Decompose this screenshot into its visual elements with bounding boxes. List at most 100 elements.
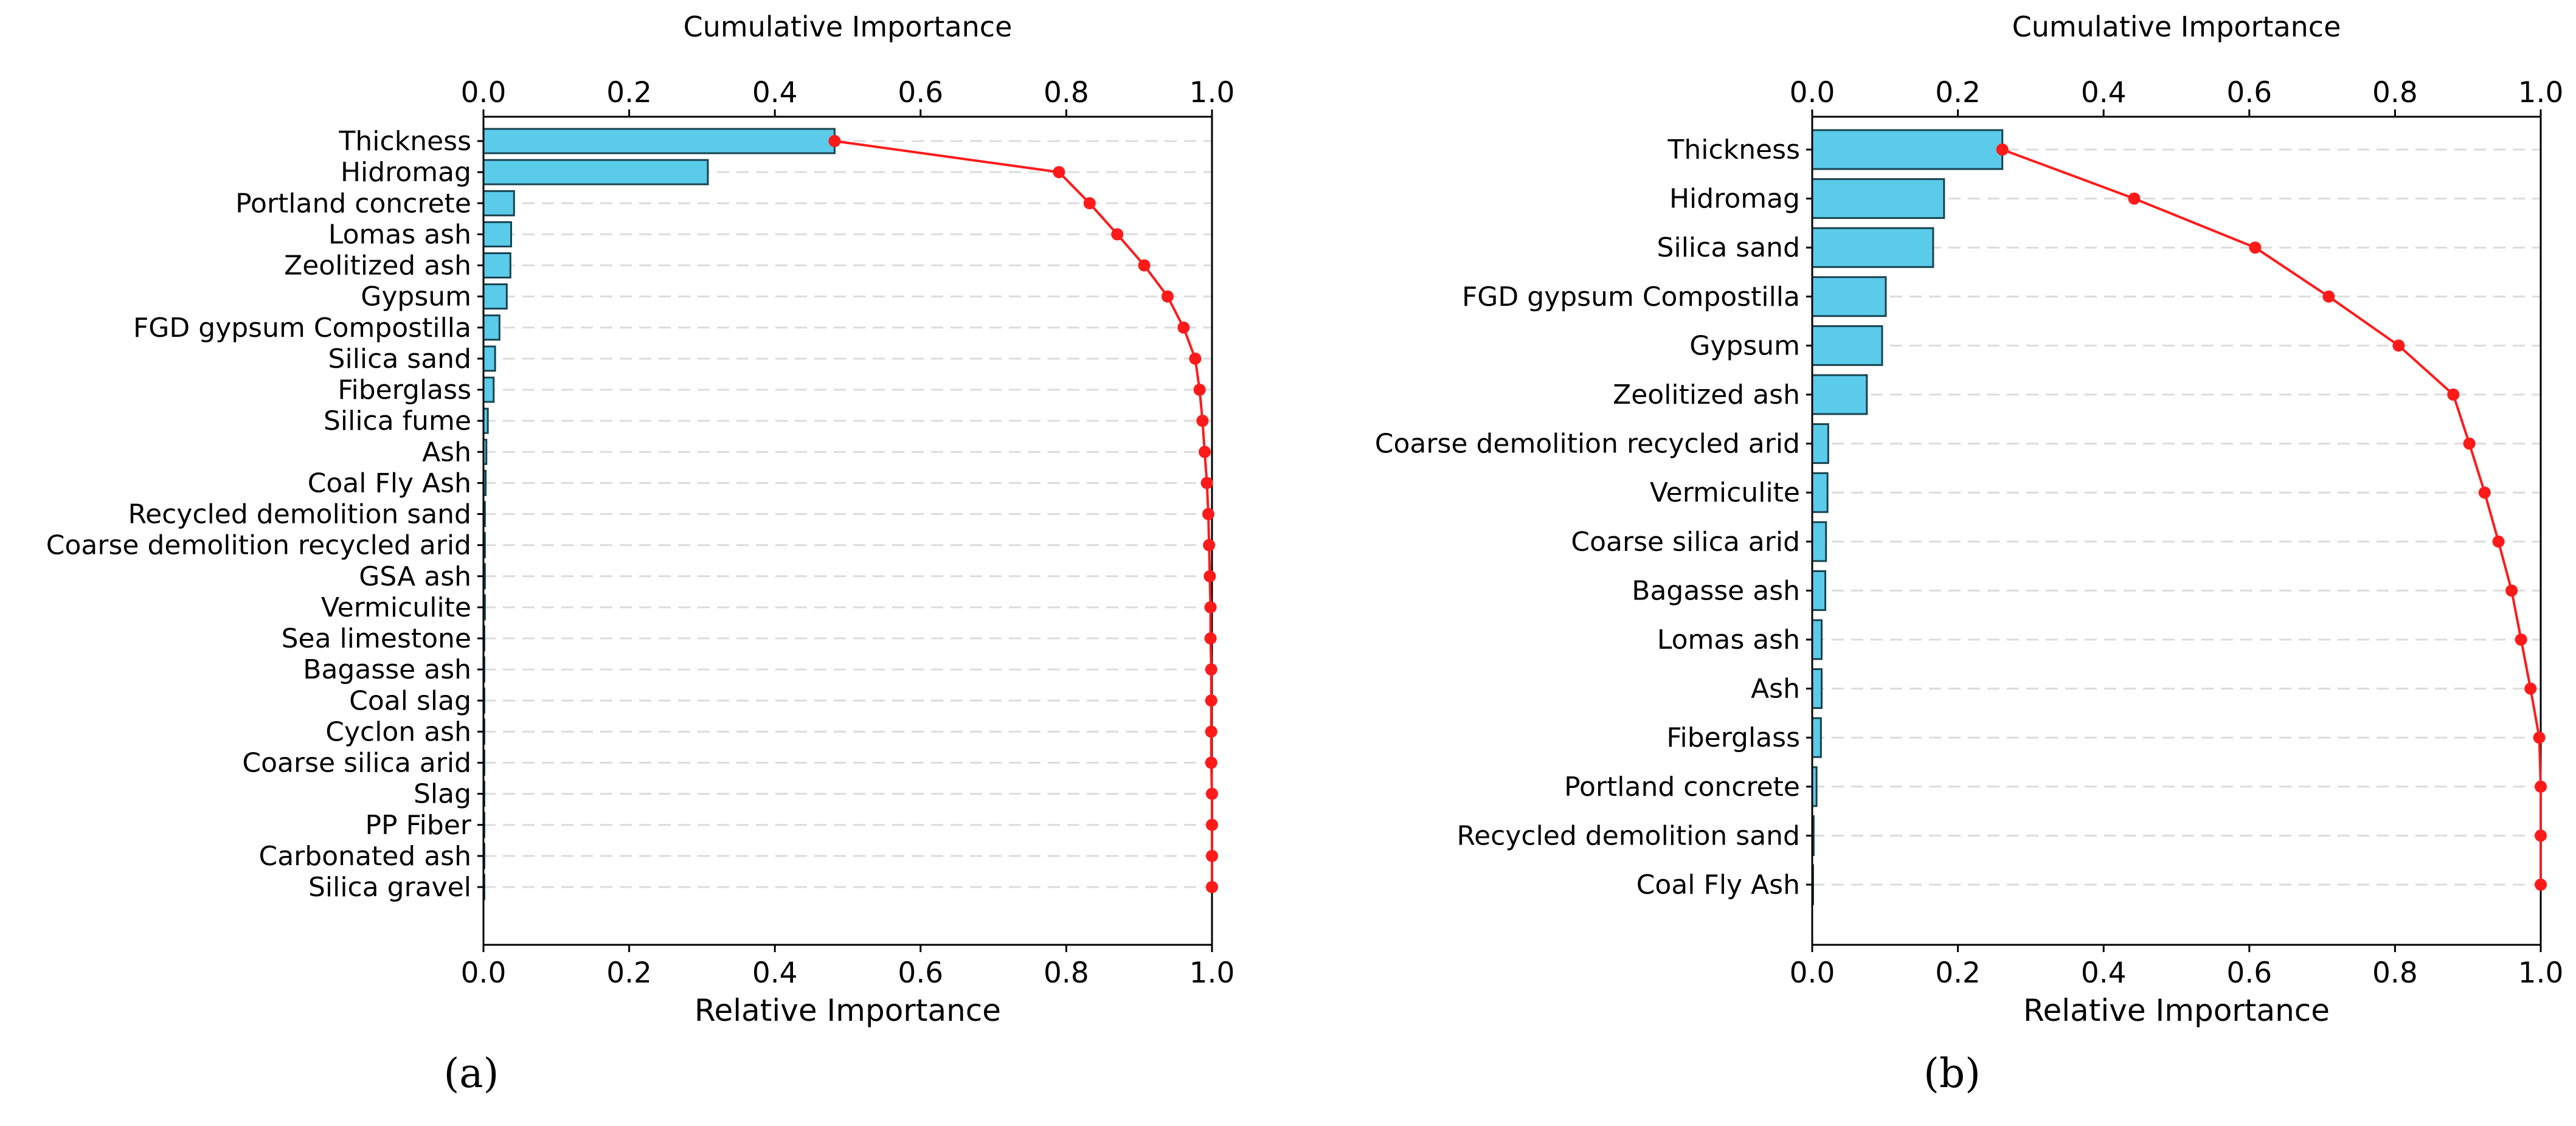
panel-a-gridlines [483, 140, 1212, 888]
bar-gypsum [482, 283, 508, 310]
cumulative-point [1206, 849, 1218, 862]
category-label: Sea limestone [282, 623, 471, 654]
category-label: Cyclon ash [325, 716, 471, 747]
panel-a-xlabel: Relative Importance [694, 993, 1001, 1028]
top-x-tick-label: 0.2 [606, 76, 652, 109]
panel-b-top-ticks: 0.0 0.2 0.4 0.6 0.8 1.0 [1790, 76, 2564, 117]
category-label: Ash [422, 437, 471, 468]
category-label: Coal slag [349, 685, 471, 716]
category-label: Coal Fly Ash [308, 468, 471, 499]
category-label: Fiberglass [338, 375, 471, 406]
category-label: Silica gravel [308, 872, 471, 903]
cumulative-point [2535, 879, 2547, 891]
panel-b-cumulative-line [1996, 143, 2547, 891]
x-tick-label: 0.0 [461, 956, 507, 990]
panel-b-axes-frame [1811, 116, 2542, 946]
top-x-tick-label: 0.0 [1790, 76, 1835, 109]
cumulative-point [2392, 339, 2405, 352]
category-label: Recycled demolition sand [128, 499, 471, 530]
panel-a-label: (a) [444, 1050, 499, 1097]
cumulative-point [1205, 756, 1217, 769]
cumulative-point [1138, 259, 1151, 272]
cumulative-point [2447, 389, 2460, 401]
category-label: Portland concrete [1564, 772, 1800, 803]
cumulative-point [2535, 829, 2547, 842]
cumulative-point [1053, 166, 1065, 179]
category-label: Thickness [339, 126, 471, 157]
x-tick-label: 0.4 [2081, 956, 2127, 990]
x-tick-label: 0.6 [2226, 956, 2272, 990]
category-label: Gypsum [361, 282, 471, 313]
bar-bagasse-ash [1811, 570, 1827, 611]
panel-a-top-ticks: 0.0 0.2 0.4 0.6 0.8 1.0 [461, 76, 1235, 117]
category-label: Hidromag [1669, 184, 1800, 215]
bar-gypsum [1811, 325, 1883, 366]
bar-ash [1811, 668, 1823, 710]
top-x-tick-label: 0.2 [1935, 76, 1981, 109]
cumulative-point [2478, 486, 2491, 499]
category-label: Bagasse ash [1632, 575, 1800, 606]
bar-zeolitized-ash [482, 252, 511, 278]
top-x-tick-label: 0.8 [1044, 76, 1089, 109]
bar-thickness [482, 128, 836, 154]
category-label: Thickness [1667, 134, 1800, 165]
cumulative-point [1189, 352, 1202, 365]
category-label: Bagasse ash [303, 654, 471, 685]
cumulative-point [1996, 143, 2009, 156]
category-label: Silica sand [1657, 232, 1800, 263]
cumulative-point [1202, 508, 1215, 520]
panel-a-top-xlabel: Cumulative Importance [684, 10, 1013, 43]
panel-b-bars [1811, 129, 2004, 905]
category-label: Coarse silica arid [1571, 527, 1800, 558]
panel-b-chart: Thickness Hidromag Silica sand FGD gypsum C… [1375, 10, 2564, 1097]
cumulative-point [1206, 881, 1218, 893]
cumulative-point [2322, 290, 2335, 303]
top-x-tick-label: 0.4 [2081, 76, 2127, 109]
panel-b-top-xlabel: Cumulative Importance [2012, 10, 2341, 43]
bar-vermiculite [1811, 472, 1829, 513]
x-tick-label: 0.6 [898, 956, 943, 990]
x-tick-label: 1.0 [2518, 956, 2564, 990]
cumulative-point [1206, 818, 1218, 831]
category-label: Lomas ash [328, 219, 471, 250]
cumulative-point [1203, 539, 1216, 551]
bar-coarse-silica-arid [1811, 521, 1827, 562]
category-label: Zeolitized ash [284, 250, 471, 282]
cumulative-point [2463, 437, 2476, 450]
panel-a-cumulative-line [828, 135, 1218, 893]
category-label: Silica fume [324, 406, 471, 437]
cumulative-series-line [2002, 148, 2542, 885]
cumulative-point [2533, 731, 2546, 744]
cumulative-point [2492, 535, 2505, 548]
category-label: Fiberglass [1666, 722, 1800, 753]
cumulative-point [1199, 446, 1211, 458]
category-label: Coarse demolition recycled arid [1375, 429, 1800, 460]
category-label: Slag [414, 779, 471, 810]
cumulative-point [2515, 634, 2527, 646]
cumulative-point [1177, 321, 1190, 334]
x-tick-label: 0.2 [1935, 956, 1981, 990]
top-x-tick-label: 0.8 [2372, 76, 2418, 109]
cumulative-point [2535, 780, 2547, 793]
category-label: Zeolitized ash [1613, 379, 1800, 410]
category-label: PP Fiber [365, 810, 472, 841]
bar-fiberglass [1811, 717, 1822, 758]
cumulative-point [1111, 228, 1124, 241]
bar-thickness [1811, 129, 2004, 170]
category-label: Vermiculite [1650, 477, 1800, 508]
top-x-tick-label: 0.6 [2226, 76, 2272, 109]
category-label: GSA ash [359, 561, 471, 592]
x-tick-label: 0.8 [1044, 956, 1089, 990]
top-x-tick-label: 0.6 [898, 76, 943, 109]
panel-b-xlabel: Relative Importance [2023, 993, 2330, 1028]
x-tick-label: 0.4 [752, 956, 798, 990]
panel-b-category-labels: Thickness Hidromag Silica sand FGD gypsum C… [1375, 134, 1812, 900]
bar-fiberglass [482, 376, 495, 403]
top-x-tick-label: 1.0 [2518, 76, 2564, 109]
x-tick-label: 0.2 [606, 956, 652, 990]
category-label: Gypsum [1689, 330, 1800, 361]
top-x-tick-label: 1.0 [1189, 76, 1235, 109]
category-label: Coal Fly Ash [1636, 869, 1800, 900]
